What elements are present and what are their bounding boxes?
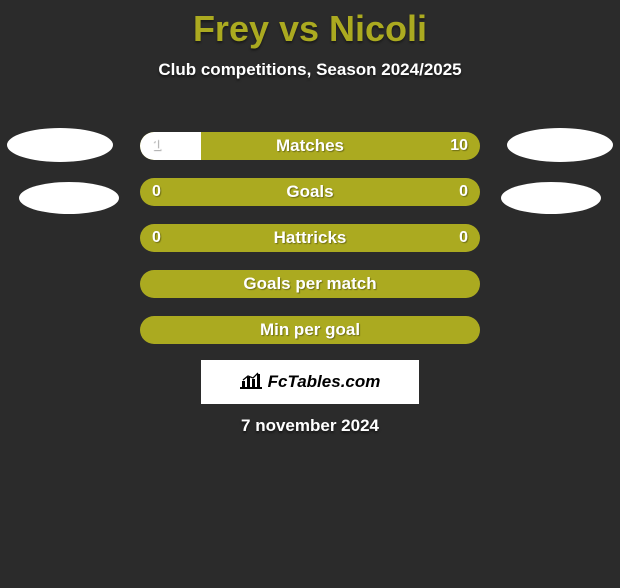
stat-bar: 00Hattricks bbox=[140, 224, 480, 252]
player-oval-top-left bbox=[7, 128, 113, 162]
stat-bar: 00Goals bbox=[140, 178, 480, 206]
player-oval-top-right bbox=[507, 128, 613, 162]
page-title: Frey vs Nicoli bbox=[0, 8, 620, 50]
page-subtitle: Club competitions, Season 2024/2025 bbox=[0, 60, 620, 80]
stat-bar: 110Matches bbox=[140, 132, 480, 160]
chart-icon bbox=[240, 371, 266, 394]
date-text: 7 november 2024 bbox=[0, 416, 620, 436]
player-oval-bottom-left bbox=[19, 182, 119, 214]
branding-box: FcTables.com bbox=[201, 360, 419, 404]
player-oval-bottom-right bbox=[501, 182, 601, 214]
stat-bar-label: Hattricks bbox=[140, 224, 480, 252]
stat-bar-label: Matches bbox=[140, 132, 480, 160]
branding-text: FcTables.com bbox=[268, 372, 381, 392]
stat-bars: 110Matches 00Goals 00Hattricks Goals per ma… bbox=[140, 132, 480, 344]
stat-bar-label: Goals per match bbox=[140, 270, 480, 298]
stat-bar-label: Min per goal bbox=[140, 316, 480, 344]
stat-bar: Min per goal bbox=[140, 316, 480, 344]
stat-bar: Goals per match bbox=[140, 270, 480, 298]
stat-bar-label: Goals bbox=[140, 178, 480, 206]
